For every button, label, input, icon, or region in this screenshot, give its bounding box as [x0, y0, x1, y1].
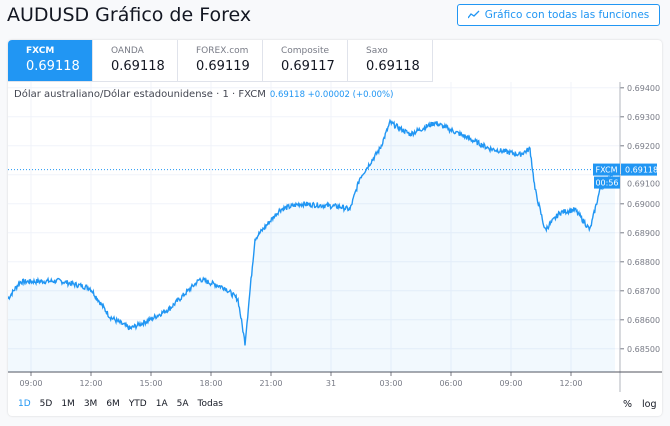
x-tick-label: 12:00 [559, 379, 582, 388]
chart-icon [467, 10, 480, 19]
tab-fxcm[interactable]: FXCM 0.69118 [8, 40, 93, 82]
y-tick-label: 0.68500 [627, 345, 660, 354]
tab-source-name: OANDA [111, 46, 144, 56]
range-5a[interactable]: 5A [176, 399, 189, 409]
range-ytd[interactable]: YTD [128, 399, 147, 409]
x-tick-label: 06:00 [439, 379, 462, 388]
y-tick-label: 0.69300 [627, 113, 660, 122]
y-tick-label: 0.68700 [627, 287, 660, 296]
tab-source-name: Composite [281, 46, 330, 56]
range-1d[interactable]: 1D [18, 399, 31, 409]
y-tick-label: 0.68900 [627, 229, 660, 238]
y-tick-label: 0.69200 [627, 142, 660, 151]
legend-quote: 0.69118 +0.00002 (+0.00%) [269, 90, 394, 100]
chart-widget: 0.69400 0.69300 0.69200 0.69100 0.69000 0.689… [8, 40, 662, 416]
tab-source-name: Saxo [366, 46, 388, 56]
source-tabs: FXCM 0.69118 OANDA 0.69118 FOREX.com 0.69119 C… [8, 40, 433, 82]
y-tick-label: 0.68600 [627, 316, 660, 325]
price-area [8, 120, 615, 372]
tab-saxo[interactable]: Saxo 0.69118 [348, 40, 433, 82]
full-chart-button[interactable]: Gráfico con todas las funciones [457, 4, 660, 26]
x-tick-label: 18:00 [199, 379, 222, 388]
tab-forexcom[interactable]: FOREX.com 0.69119 [178, 40, 263, 82]
x-tick-label: 21:00 [259, 379, 282, 388]
range-3m[interactable]: 3M [83, 399, 98, 409]
y-tick-label: 0.69400 [627, 84, 660, 93]
range-1m[interactable]: 1M [61, 399, 75, 409]
tab-price: 0.69119 [196, 59, 250, 74]
y-tick-label: 0.69100 [627, 180, 660, 189]
x-tick-label: 15:00 [139, 379, 162, 388]
range-1a[interactable]: 1A [155, 399, 168, 409]
tab-price: 0.69117 [281, 59, 335, 74]
range-5d[interactable]: 5D [39, 399, 53, 409]
full-chart-label: Gráfico con todas las funciones [484, 9, 650, 21]
price-line [8, 118, 616, 346]
last-price-label: 0.69118 [625, 166, 658, 175]
tab-price: 0.69118 [366, 59, 420, 74]
tab-composite[interactable]: Composite 0.69117 [263, 40, 348, 82]
legend-symbol: Dólar australiano/Dólar estadounidense ·… [14, 89, 266, 100]
range-todas[interactable]: Todas [197, 399, 223, 409]
tab-price: 0.69118 [26, 59, 80, 74]
range-selector: 1D 5D 1M 3M 6M YTD 1A 5A Todas [18, 399, 223, 409]
source-badge [593, 163, 620, 176]
tab-price: 0.69118 [111, 59, 165, 74]
tab-source-name: FXCM [26, 46, 55, 56]
tab-oanda[interactable]: OANDA 0.69118 [93, 40, 178, 82]
x-tick-label: 09:00 [19, 379, 42, 388]
countdown-badge [594, 176, 620, 189]
log-scale-button[interactable]: log [642, 399, 657, 410]
x-tick-label: 12:00 [79, 379, 102, 388]
last-price-badge [621, 163, 657, 176]
countdown-label: 00:56 [595, 179, 618, 188]
x-tick-label: 31 [326, 379, 336, 388]
y-tick-label: 0.68800 [627, 258, 660, 267]
x-tick-label: 03:00 [379, 379, 402, 388]
price-chart[interactable]: 0.69400 0.69300 0.69200 0.69100 0.69000 0.689… [8, 40, 662, 416]
tab-source-name: FOREX.com [196, 46, 249, 56]
page-title: AUDUSD Gráfico de Forex [7, 4, 252, 26]
source-badge-label: FXCM [596, 166, 618, 175]
x-tick-label: 09:00 [499, 379, 522, 388]
percent-scale-button[interactable]: % [623, 399, 633, 410]
range-6m[interactable]: 6M [106, 399, 120, 409]
chart-legend: Dólar australiano/Dólar estadounidense ·… [14, 89, 393, 100]
y-tick-label: 0.69000 [627, 200, 660, 209]
